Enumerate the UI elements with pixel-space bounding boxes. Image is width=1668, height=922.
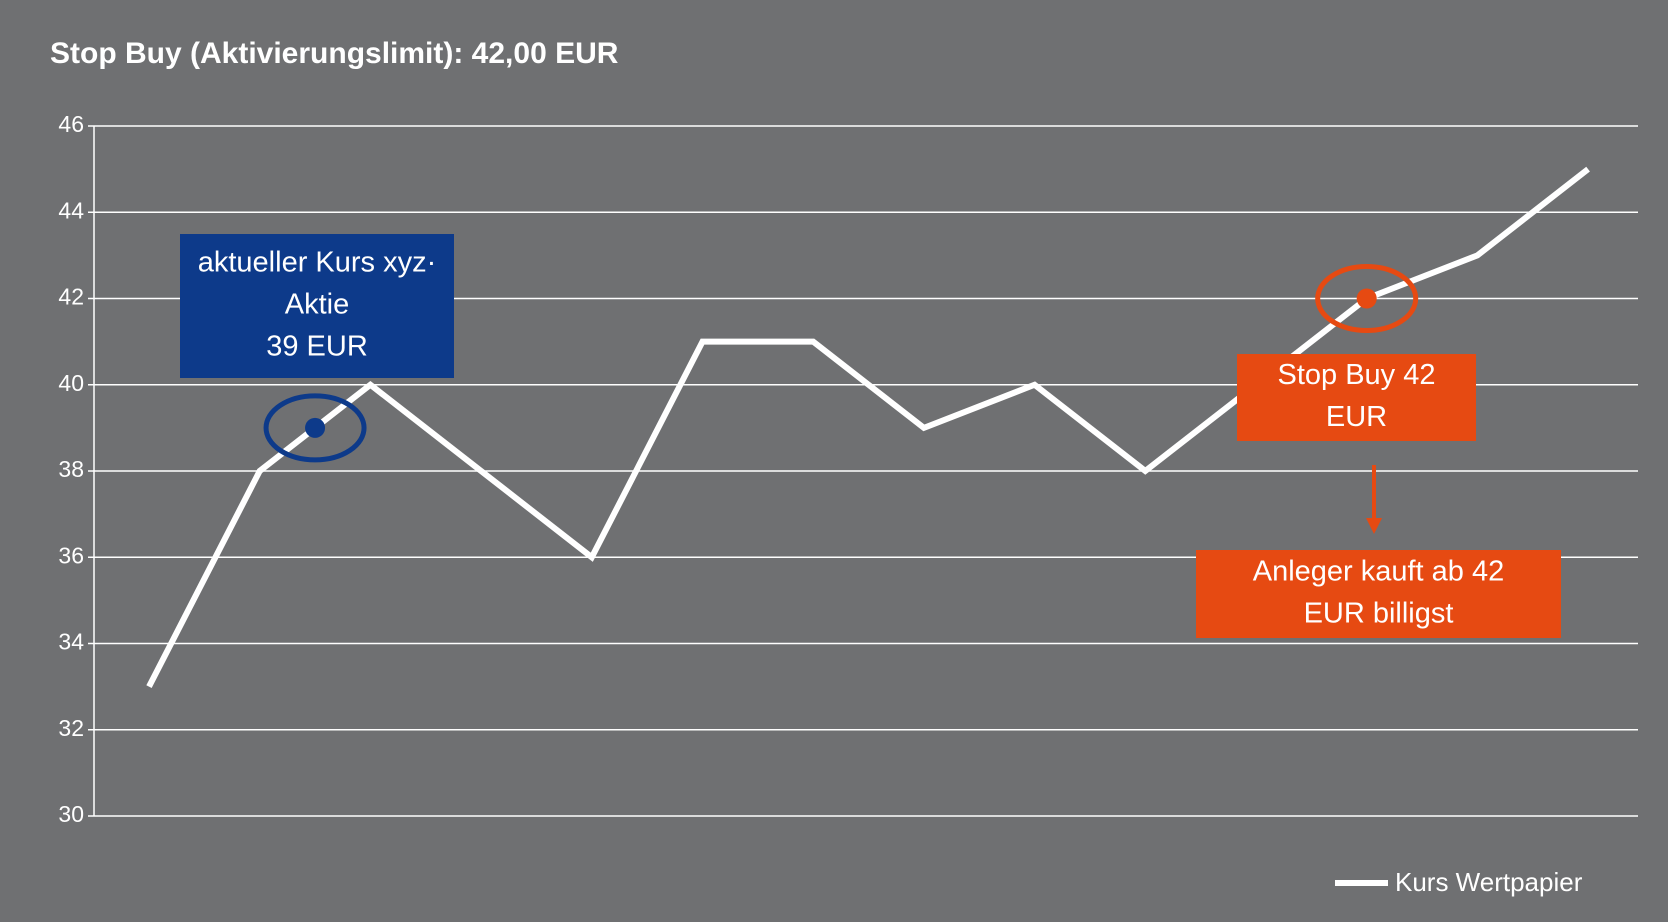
y-tick-label: 38 — [58, 456, 84, 482]
annotation-box — [1196, 550, 1561, 638]
highlight-point — [305, 417, 326, 438]
y-tick-label: 40 — [58, 370, 84, 396]
y-tick-label: 32 — [58, 715, 84, 741]
y-tick-label: 46 — [58, 111, 84, 137]
y-tick-label: 44 — [58, 197, 84, 223]
annotation-text: EUR — [1326, 401, 1387, 433]
highlight-point — [1356, 288, 1377, 309]
chart-title: Stop Buy (Aktivierungslimit): 42,00 EUR — [50, 37, 619, 70]
annotation-text: 39 EUR — [266, 331, 368, 363]
y-tick-label: 42 — [58, 284, 84, 310]
annotation-box — [1237, 354, 1476, 441]
highlight-ring — [1315, 264, 1419, 333]
y-tick-label: 34 — [58, 629, 84, 655]
legend-label: Kurs Wertpapier — [1395, 867, 1583, 897]
y-tick-label: 30 — [58, 801, 84, 827]
annotation-text: Anleger kauft ab 42 — [1253, 556, 1505, 588]
annotation-text: aktueller Kurs xyz· — [198, 247, 437, 279]
arrow-head — [1366, 518, 1382, 534]
y-tick-label: 36 — [58, 542, 84, 568]
annotation-text: Stop Buy 42 — [1278, 359, 1436, 391]
annotation-text: EUR billigst — [1304, 598, 1454, 630]
price-line — [146, 166, 1590, 688]
annotation-text: Aktie — [285, 289, 349, 321]
annotation-box — [180, 234, 454, 378]
highlight-ring — [263, 393, 367, 463]
